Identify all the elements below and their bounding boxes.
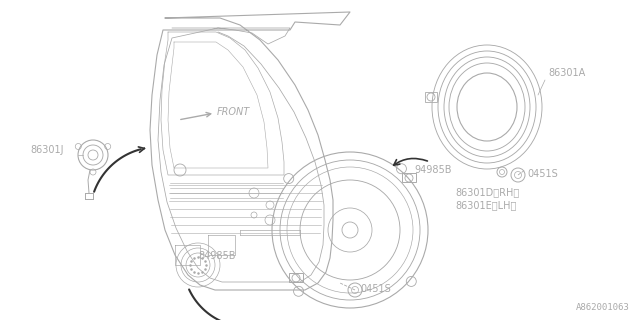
Text: 86301J: 86301J <box>30 145 63 155</box>
Bar <box>402 173 416 182</box>
Text: 0451S: 0451S <box>527 169 557 179</box>
Text: A862001063: A862001063 <box>576 303 630 312</box>
Text: 86301E〈LH〉: 86301E〈LH〉 <box>455 200 516 210</box>
Text: 86301D〈RH〉: 86301D〈RH〉 <box>455 187 519 197</box>
Bar <box>289 273 303 282</box>
Text: FRONT: FRONT <box>217 107 250 117</box>
Text: 94985B: 94985B <box>414 165 451 175</box>
Bar <box>425 92 437 102</box>
Text: 0451S: 0451S <box>360 284 391 294</box>
Text: 86301A: 86301A <box>548 68 585 78</box>
Text: 84985B: 84985B <box>198 251 236 261</box>
